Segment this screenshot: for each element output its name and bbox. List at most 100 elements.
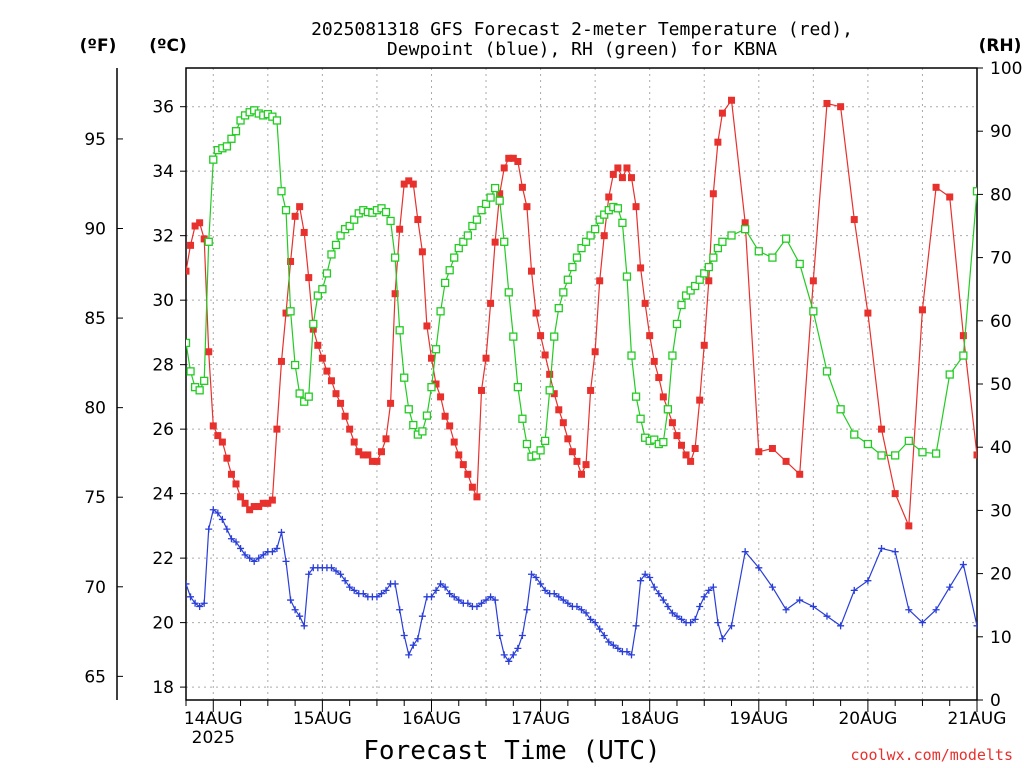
rh-point — [295, 389, 304, 398]
temperature-point — [532, 309, 540, 317]
temperature-point — [500, 164, 508, 172]
fahrenheit-tick-label: 65 — [84, 667, 106, 687]
dewpoint-point — [473, 602, 481, 610]
rh-point — [540, 436, 550, 446]
temperature-point — [537, 332, 545, 340]
rh-point — [650, 435, 659, 444]
temperature-point — [196, 219, 204, 227]
dewpoint-point — [382, 586, 390, 594]
rh-point — [313, 291, 322, 300]
rh-point — [350, 215, 359, 224]
dewpoint-point — [437, 580, 445, 588]
temperature-point — [659, 393, 667, 401]
rh-point — [309, 319, 318, 329]
temperature-point — [668, 419, 676, 427]
temperature-point — [518, 183, 526, 191]
rh-point — [490, 183, 500, 193]
rh-point — [500, 237, 509, 246]
rh-point — [672, 319, 682, 329]
temperature-point — [318, 354, 326, 362]
dewpoint-point — [809, 602, 817, 610]
dewpoint-point — [918, 619, 926, 627]
temperature-point — [905, 522, 913, 530]
dewpoint-point — [668, 609, 676, 617]
rh-point — [695, 275, 704, 284]
temperature-point — [878, 425, 886, 433]
temperature-point — [705, 277, 713, 285]
x-tick-label: 20AUG — [838, 709, 897, 729]
dewpoint-point — [327, 564, 335, 572]
temperature-point — [332, 390, 340, 398]
temperature-point — [605, 193, 613, 201]
temperature-point — [186, 267, 190, 275]
rh-point — [563, 275, 573, 284]
rh-point — [822, 367, 832, 376]
dewpoint-point — [273, 544, 281, 552]
temperature-point — [414, 216, 422, 224]
dewpoint-point — [241, 551, 249, 559]
celsius-tick-label: 22 — [152, 549, 174, 569]
temperature-point — [382, 435, 390, 443]
rh-unit-label: (RH) — [979, 36, 1022, 56]
temperature-point — [346, 425, 354, 433]
dewpoint-point — [496, 632, 504, 640]
rh-point — [795, 259, 804, 269]
rh-point — [659, 437, 668, 447]
dewpoint-point — [741, 548, 749, 556]
rh-tick-label: 90 — [990, 122, 1012, 142]
temperature-point — [714, 138, 722, 146]
rh-point — [627, 351, 636, 360]
rh-point — [704, 262, 713, 272]
chart-title-line-2: Dewpoint (blue), RH (green) for KBNA — [387, 39, 777, 60]
temperature-point — [377, 448, 385, 456]
dewpoint-point — [196, 602, 204, 610]
dewpoint-point — [591, 619, 599, 627]
dewpoint-point — [268, 548, 276, 556]
temperature-point — [487, 299, 495, 307]
temperature-point — [655, 374, 663, 382]
temperature-point — [300, 228, 308, 236]
temperature-point — [609, 170, 617, 178]
rh-point — [390, 253, 400, 262]
rh-point — [836, 405, 845, 414]
dewpoint-point — [564, 599, 572, 607]
temperature-point — [587, 386, 595, 394]
dewpoint-point — [227, 535, 235, 543]
dewpoint-point — [191, 599, 199, 607]
credit-text: coolwx.com/modelts — [850, 746, 1013, 764]
rh-point — [595, 215, 604, 224]
temperature-point — [400, 180, 408, 188]
dewpoint-point — [637, 577, 645, 585]
temperature-point — [200, 235, 208, 243]
rh-point — [436, 307, 445, 316]
tick-labels: 18 20 22 24 26 28 30 32 34 36 65 70 75 80 85 90 95 0 10 20 3… — [84, 59, 1022, 748]
dewpoint-point — [646, 573, 654, 581]
temperature-point — [796, 470, 804, 478]
rh-point — [427, 383, 436, 392]
rh-point — [431, 345, 441, 354]
celsius-tick-label: 28 — [152, 356, 174, 376]
dewpoint-point — [187, 593, 195, 601]
rh-point — [327, 250, 336, 259]
fahrenheit-tick-label: 80 — [84, 399, 106, 419]
dewpoint-point — [932, 606, 940, 614]
rh-point — [904, 436, 913, 446]
temperature-point — [409, 180, 417, 188]
celsius-tick-label: 26 — [152, 420, 174, 440]
rh-point — [504, 288, 513, 297]
rh-point — [509, 332, 518, 341]
dewpoint-point — [555, 593, 563, 601]
celsius-tick-label: 36 — [152, 98, 174, 118]
dewpoint-point — [346, 583, 354, 591]
rh-tick-label: 50 — [990, 375, 1012, 395]
rh-point — [381, 207, 391, 217]
dewpoint-point — [205, 525, 213, 533]
temperature-point — [618, 174, 626, 182]
x-tick-label: 18AUG — [620, 709, 679, 729]
dewpoint-point — [609, 641, 617, 649]
temperature-point — [214, 432, 222, 440]
dewpoint-point — [728, 622, 736, 630]
dewpoint-point — [259, 551, 267, 559]
rh-point — [186, 338, 191, 348]
rh-point — [572, 253, 582, 262]
